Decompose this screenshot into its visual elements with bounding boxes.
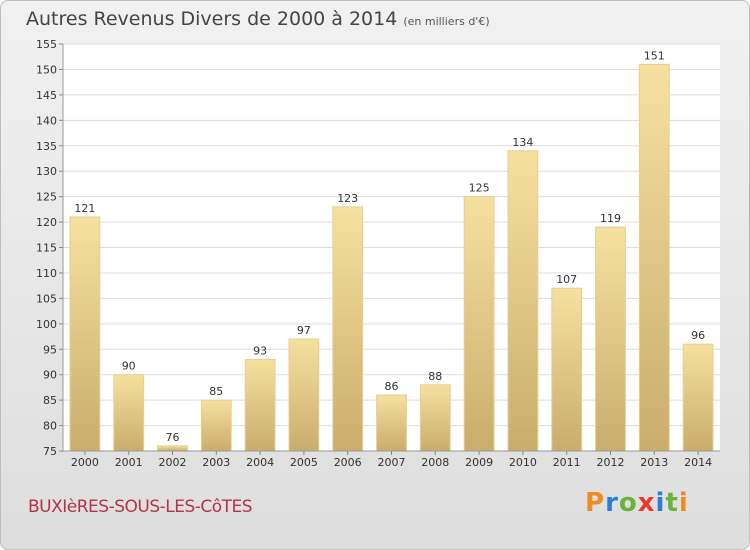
y-tick-label: 75 [43,445,57,458]
data-label-2004: 93 [253,344,267,357]
logo-letter: t [665,488,679,518]
y-axis: 75 80 85 90 95 100 105 110 115 120 125 130 135 140 145… [36,38,64,458]
x-tick-label-2004: 2004 [246,456,274,469]
y-tick-label: 105 [36,292,57,305]
y-tick-label: 100 [36,318,57,331]
data-label-2005: 97 [297,324,311,337]
data-label-2013: 151 [644,49,665,62]
x-axis: 2000 2001 2002 2003 2004 2005 2006 2007 2008 2009… [63,450,720,469]
x-tick-label-2011: 2011 [553,456,581,469]
bar-2012[interactable] [595,226,626,452]
bars [69,63,714,452]
x-tick-label-2005: 2005 [290,456,318,469]
y-tick-label: 120 [36,216,57,229]
logo-letter: P [585,488,606,518]
x-tick-label-2006: 2006 [334,456,362,469]
data-label-2010: 134 [512,136,533,149]
bar-2010[interactable] [507,150,539,452]
x-tick-label-2001: 2001 [115,456,143,469]
data-label-2001: 90 [122,360,136,373]
bar-2005[interactable] [288,338,320,452]
bar-2011[interactable] [551,287,583,452]
commune-name: BUXIèRES-SOUS-LES-CôTES [28,497,253,517]
logo-letter: i [655,488,666,518]
proxiti-logo[interactable]: Proxiti [585,488,689,518]
chart-subtitle: (en milliers d'€) [403,15,490,28]
data-label-2009: 125 [469,182,490,195]
x-tick-label-2009: 2009 [465,456,493,469]
data-label-2008: 88 [428,370,442,383]
y-tick-label: 95 [43,343,57,356]
data-label-2007: 86 [385,380,399,393]
bar-2000[interactable] [69,216,101,452]
data-label-2000: 121 [74,202,95,215]
x-tick-label-2010: 2010 [509,456,537,469]
bar-2009[interactable] [463,196,495,452]
x-tick-label-2013: 2013 [640,456,668,469]
bar-2008[interactable] [419,384,451,452]
bar-2006[interactable] [332,206,364,452]
x-tick-label-2003: 2003 [202,456,230,469]
y-tick-label: 110 [36,267,57,280]
bar-2007[interactable] [376,394,407,452]
logo-letter: o [618,488,638,518]
y-tick-label: 140 [36,114,57,127]
bar-2014[interactable] [682,343,714,452]
bar-2001[interactable] [113,374,145,452]
x-tick-label-2008: 2008 [421,456,449,469]
y-tick-label: 90 [43,369,57,382]
data-label-2012: 119 [600,212,621,225]
x-tick-label-2007: 2007 [378,456,406,469]
bar-2013[interactable] [638,63,670,452]
bar-2003[interactable] [200,399,232,452]
data-label-2011: 107 [556,273,577,286]
x-tick-label-2014: 2014 [684,456,712,469]
chart-title: Autres Revenus Divers de 2000 à 2014 (en … [26,8,490,30]
y-tick-label: 80 [43,420,57,433]
y-tick-label: 145 [36,89,57,102]
bar-2002[interactable] [157,445,188,452]
data-labels: 121 90 76 85 93 97 123 86 88 125 134 107 119 151 96 [74,49,705,444]
y-tick-label: 125 [36,191,57,204]
bar-2004[interactable] [244,358,276,452]
y-tick-label: 130 [36,165,57,178]
logo-letter: i [678,488,689,518]
logo-letter: r [605,488,619,518]
data-label-2006: 123 [337,192,358,205]
x-tick-label-2002: 2002 [159,456,187,469]
y-tick-label: 135 [36,140,57,153]
data-label-2003: 85 [209,385,223,398]
y-tick-label: 115 [36,242,57,255]
title-text: Autres Revenus Divers de 2000 à 2014 [26,8,398,30]
y-tick-label: 85 [43,394,57,407]
y-tick-label: 155 [36,38,57,51]
data-label-2002: 76 [166,431,180,444]
y-tick-label: 150 [36,63,57,76]
x-tick-label-2012: 2012 [597,456,625,469]
x-tick-label-2000: 2000 [71,456,99,469]
data-label-2014: 96 [691,329,705,342]
logo-letter: x [637,488,656,518]
